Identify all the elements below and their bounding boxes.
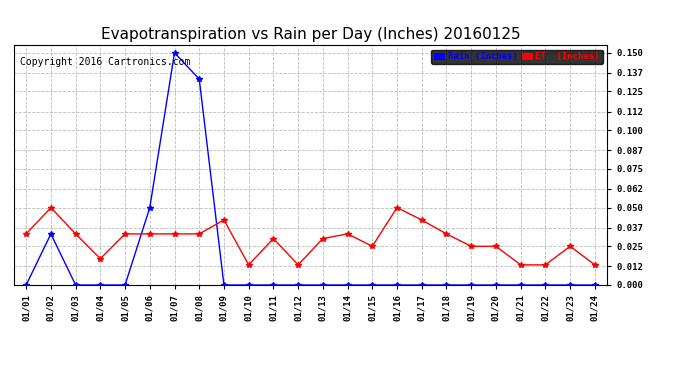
Legend: Rain (Inches), ET  (Inches): Rain (Inches), ET (Inches) [431, 50, 602, 64]
Title: Evapotranspiration vs Rain per Day (Inches) 20160125: Evapotranspiration vs Rain per Day (Inch… [101, 27, 520, 42]
Text: Copyright 2016 Cartronics.com: Copyright 2016 Cartronics.com [20, 57, 190, 67]
